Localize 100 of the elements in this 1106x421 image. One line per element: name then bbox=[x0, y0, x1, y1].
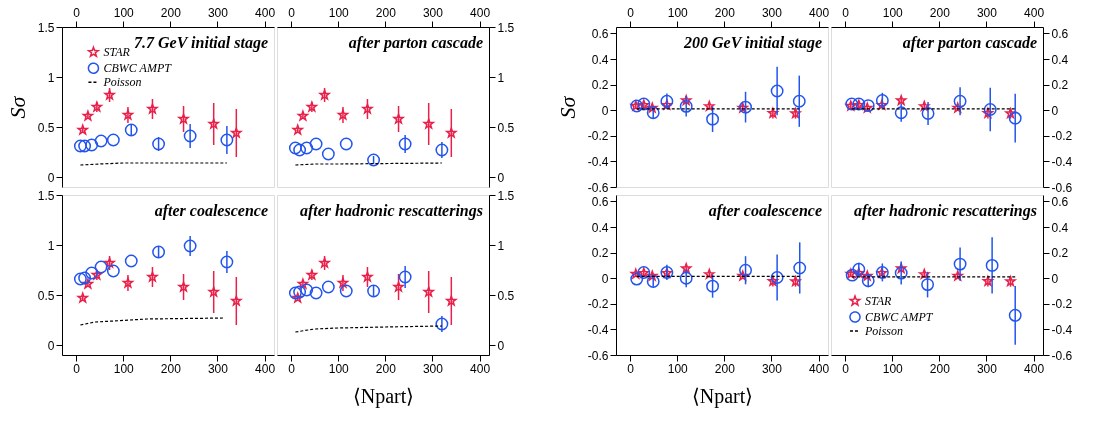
x-tick-label: 0 bbox=[288, 361, 296, 376]
x-tick-label: 200 bbox=[375, 5, 397, 20]
y-tick-label: 0.5 bbox=[37, 288, 55, 303]
x-tick-label: 300 bbox=[976, 5, 998, 20]
x-tick-label: 0 bbox=[842, 5, 850, 20]
x-tick-label: 400 bbox=[809, 5, 830, 20]
x-tick-label: 400 bbox=[255, 5, 276, 20]
y-tick-label: 0.2 bbox=[591, 78, 609, 93]
x-tick-label: 200 bbox=[160, 361, 182, 376]
y-tick-label: -0.2 bbox=[1051, 297, 1073, 312]
y-tick-label: 0.4 bbox=[591, 220, 609, 235]
y-tick-label: 0.2 bbox=[1051, 246, 1069, 261]
x-tick-label: 100 bbox=[667, 5, 689, 20]
chart-title: 200 GeV initial stage bbox=[683, 34, 822, 52]
chart-title: 7.7 GeV initial stage bbox=[134, 34, 268, 52]
y-tick-label: 0.4 bbox=[1051, 52, 1069, 67]
x-tick-label: 0 bbox=[627, 5, 635, 20]
y-tick-label: -0.4 bbox=[587, 322, 609, 337]
y-tick-label: 0.5 bbox=[37, 120, 55, 135]
legend-label: CBWC AMPT bbox=[103, 61, 173, 76]
y-tick-label: -0.2 bbox=[587, 129, 609, 144]
y-tick-label: -0.6 bbox=[587, 180, 609, 195]
x-tick-label: 400 bbox=[1024, 5, 1045, 20]
x-tick-label: 400 bbox=[470, 361, 491, 376]
x-tick-label: 0 bbox=[627, 361, 635, 376]
y-tick-label: 1 bbox=[497, 70, 505, 85]
y-tick-label: 0 bbox=[601, 103, 609, 118]
x-tick-label: 100 bbox=[328, 361, 350, 376]
x-tick-label: 0 bbox=[73, 5, 81, 20]
x-tick-label: 400 bbox=[470, 5, 491, 20]
x-tick-label: 200 bbox=[375, 361, 397, 376]
y-tick-label: 0 bbox=[601, 271, 609, 286]
x-tick-label: 100 bbox=[113, 361, 135, 376]
y-tick-label: 0.5 bbox=[497, 288, 515, 303]
x-tick-label: 200 bbox=[714, 361, 736, 376]
x-tick-label: 100 bbox=[667, 361, 689, 376]
chart-title: after hadronic rescatterings bbox=[853, 202, 1037, 220]
x-tick-label: 200 bbox=[929, 361, 951, 376]
x-tick-label: 100 bbox=[328, 5, 350, 20]
x-tick-label: 200 bbox=[160, 5, 182, 20]
y-tick-label: 0 bbox=[497, 338, 505, 353]
y-axis-title: Sσ bbox=[4, 95, 30, 119]
y-tick-label: 1.5 bbox=[37, 188, 55, 203]
x-tick-label: 100 bbox=[882, 361, 904, 376]
y-tick-label: 1 bbox=[497, 238, 505, 253]
x-tick-label: 100 bbox=[113, 5, 135, 20]
y-tick-label: 0 bbox=[47, 170, 55, 185]
y-tick-label: 0.2 bbox=[1051, 78, 1069, 93]
x-tick-label: 400 bbox=[809, 361, 830, 376]
x-tick-label: 0 bbox=[73, 361, 81, 376]
y-tick-label: 0 bbox=[47, 338, 55, 353]
y-axis-title: Sσ bbox=[554, 95, 580, 119]
x-tick-label: 100 bbox=[882, 5, 904, 20]
y-tick-label: 0.6 bbox=[591, 26, 609, 41]
y-tick-label: 0.6 bbox=[1051, 26, 1069, 41]
x-tick-label: 200 bbox=[929, 5, 951, 20]
legend-label: Poisson bbox=[864, 324, 904, 338]
legend-label: Poisson bbox=[102, 75, 142, 90]
legend-label: STAR bbox=[865, 294, 893, 308]
y-tick-label: 0.5 bbox=[497, 120, 515, 135]
y-tick-label: -0.6 bbox=[1051, 180, 1073, 195]
y-tick-label: 0.6 bbox=[591, 194, 609, 209]
y-tick-label: -0.2 bbox=[1051, 129, 1073, 144]
y-tick-label: -0.2 bbox=[587, 297, 609, 312]
x-tick-label: 300 bbox=[207, 5, 229, 20]
x-tick-label: 300 bbox=[761, 5, 783, 20]
y-tick-label: -0.6 bbox=[1051, 348, 1073, 363]
chart-title: after coalescence bbox=[708, 202, 822, 220]
chart-title: after coalescence bbox=[154, 202, 268, 220]
y-tick-label: 0.4 bbox=[1051, 220, 1069, 235]
x-tick-label: 400 bbox=[255, 361, 276, 376]
x-tick-label: 400 bbox=[1024, 361, 1045, 376]
y-tick-label: 0 bbox=[497, 170, 505, 185]
y-tick-label: -0.6 bbox=[587, 348, 609, 363]
x-axis-title: ⟨Npart⟩ bbox=[691, 384, 754, 408]
y-tick-label: 1.5 bbox=[37, 20, 55, 35]
y-tick-label: 1.5 bbox=[497, 188, 515, 203]
x-tick-label: 200 bbox=[714, 5, 736, 20]
chart-title: after parton cascade bbox=[348, 34, 483, 52]
legend-label: STAR bbox=[103, 45, 131, 60]
y-tick-label: -0.4 bbox=[587, 154, 609, 169]
x-tick-label: 300 bbox=[422, 5, 444, 20]
legend-label: CBWC AMPT bbox=[865, 310, 934, 324]
y-tick-label: 0 bbox=[1051, 271, 1059, 286]
x-tick-label: 300 bbox=[761, 361, 783, 376]
x-axis-title: ⟨Npart⟩ bbox=[352, 384, 415, 408]
y-tick-label: 0 bbox=[1051, 103, 1059, 118]
y-tick-label: 0.2 bbox=[591, 246, 609, 261]
y-tick-label: 0.4 bbox=[591, 52, 609, 67]
y-tick-label: 1.5 bbox=[497, 20, 515, 35]
x-tick-label: 300 bbox=[976, 361, 998, 376]
x-tick-label: 300 bbox=[207, 361, 229, 376]
y-tick-label: -0.4 bbox=[1051, 322, 1073, 337]
y-tick-label: 0.6 bbox=[1051, 194, 1069, 209]
x-tick-label: 0 bbox=[842, 361, 850, 376]
y-tick-label: -0.4 bbox=[1051, 154, 1073, 169]
chart-title: after hadronic rescatterings bbox=[299, 202, 483, 220]
x-tick-label: 300 bbox=[422, 361, 444, 376]
x-tick-label: 0 bbox=[288, 5, 296, 20]
y-tick-label: 1 bbox=[47, 238, 55, 253]
